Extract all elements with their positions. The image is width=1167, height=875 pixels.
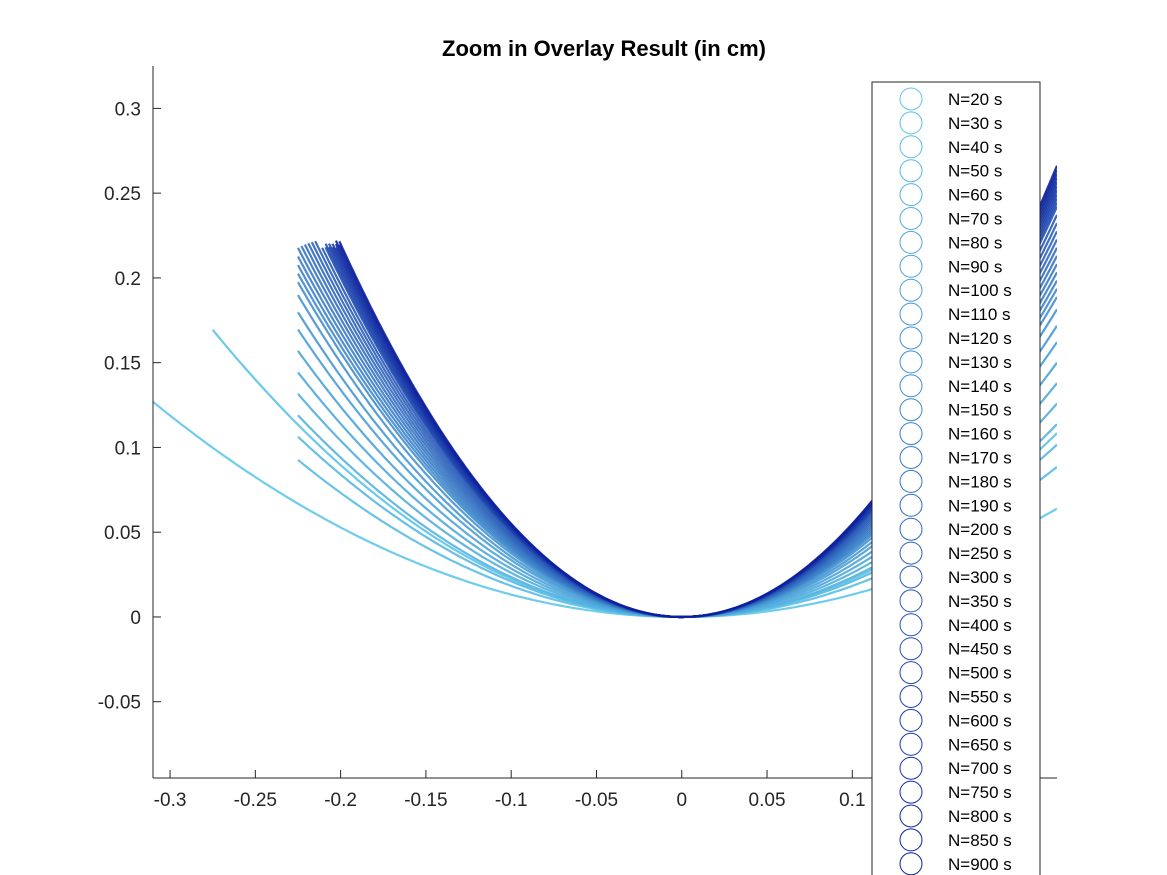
legend-entry: N=170 s — [948, 449, 1012, 468]
x-tick-label: 0.05 — [749, 790, 786, 811]
y-ticks: 0.3 0.25 0.2 0.15 0.1 0.05 0 -0.05 — [98, 99, 161, 714]
x-tick-label: 0 — [676, 790, 687, 811]
x-tick-label: -0.3 — [154, 790, 187, 811]
x-tick-label: -0.1 — [495, 790, 528, 811]
legend-entry: N=750 s — [948, 783, 1012, 802]
legend-marker — [899, 828, 923, 852]
legend-marker — [899, 732, 923, 756]
legend-entry: N=650 s — [948, 735, 1012, 754]
legend-marker — [899, 87, 923, 111]
legend-entry: N=80 s — [948, 233, 1002, 252]
legend-marker — [899, 685, 923, 708]
legend-entry: N=600 s — [948, 711, 1012, 730]
legend-marker — [899, 207, 923, 230]
legend-marker — [899, 804, 923, 828]
x-tick-label: -0.2 — [324, 790, 357, 811]
legend-marker — [899, 159, 923, 183]
y-tick-label: 0.3 — [115, 99, 141, 120]
legend-marker — [899, 708, 923, 732]
legend-marker — [899, 230, 923, 254]
legend-entry: N=700 s — [948, 759, 1012, 778]
legend-entry: N=150 s — [948, 401, 1012, 420]
legend-entry: N=140 s — [948, 377, 1012, 396]
x-tick-label: 0.1 — [839, 790, 865, 811]
legend-entry: N=30 s — [948, 114, 1002, 133]
x-tick-label: -0.15 — [404, 790, 447, 811]
chart-title: Zoom in Overlay Result (in cm) — [442, 36, 766, 61]
legend-marker — [899, 374, 923, 398]
y-tick-label: 0.1 — [115, 438, 141, 459]
legend-entry: N=180 s — [948, 472, 1012, 491]
legend-marker — [899, 589, 923, 613]
legend-entry: N=40 s — [948, 138, 1002, 157]
legend-entry: N=350 s — [948, 592, 1012, 611]
legend-marker — [899, 613, 923, 637]
x-tick-label: -0.05 — [575, 790, 618, 811]
legend-entry: N=500 s — [948, 664, 1012, 683]
y-tick-label: 0.2 — [115, 269, 141, 290]
y-tick-label: 0.25 — [104, 184, 141, 205]
legend: N=20 s N=30 s N=40 s N=50 s N=60 s N=70 s N=80… — [871, 81, 1041, 875]
legend-marker — [899, 469, 923, 493]
legend-entry: N=60 s — [948, 186, 1002, 205]
legend-entry: N=70 s — [948, 210, 1002, 229]
legend-entry: N=400 s — [948, 616, 1012, 635]
legend-marker — [899, 565, 923, 589]
x-ticks: -0.3 -0.25 -0.2 -0.15 -0.1 -0.05 0 0.05 0.1 — [154, 770, 866, 811]
legend-marker — [899, 350, 923, 374]
legend-entry: N=190 s — [948, 496, 1012, 515]
legend-marker — [899, 183, 923, 207]
legend-entry: N=130 s — [948, 353, 1012, 372]
legend-marker — [899, 422, 923, 446]
legend-marker — [899, 254, 923, 278]
legend-marker — [899, 756, 923, 780]
legend-marker — [899, 111, 923, 135]
x-tick-label: -0.25 — [234, 790, 277, 811]
legend-entry: N=200 s — [948, 520, 1012, 539]
y-tick-label: 0 — [130, 608, 141, 629]
legend-marker — [899, 135, 923, 159]
legend-entry: N=20 s — [948, 90, 1002, 109]
legend-marker — [899, 278, 923, 302]
y-tick-label: 0.05 — [104, 523, 141, 544]
legend-marker — [899, 493, 923, 517]
legend-entry: N=90 s — [948, 257, 1002, 276]
legend-entry: N=110 s — [948, 305, 1011, 324]
legend-entry: N=800 s — [948, 807, 1012, 826]
legend-marker — [899, 446, 923, 469]
legend-entry: N=250 s — [948, 544, 1012, 563]
legend-marker — [899, 398, 923, 422]
legend-marker — [899, 302, 923, 326]
legend-entry: N=120 s — [948, 329, 1012, 348]
legend-entry: N=300 s — [948, 568, 1012, 587]
legend-entry: N=550 s — [948, 688, 1012, 707]
legend-entry: N=850 s — [948, 831, 1012, 850]
legend-marker — [899, 637, 923, 661]
legend-marker — [899, 326, 923, 350]
legend-entry: N=450 s — [948, 640, 1012, 659]
legend-entry: N=160 s — [948, 425, 1012, 444]
y-tick-label: 0.15 — [104, 354, 141, 375]
y-tick-label: -0.05 — [98, 693, 141, 714]
legend-entry: N=50 s — [948, 162, 1002, 181]
legend-marker — [899, 517, 923, 541]
legend-marker — [899, 661, 923, 685]
legend-entry: N=900 s — [948, 855, 1012, 874]
legend-entry: N=100 s — [948, 281, 1012, 300]
legend-marker — [899, 541, 923, 565]
legend-marker — [899, 780, 923, 804]
